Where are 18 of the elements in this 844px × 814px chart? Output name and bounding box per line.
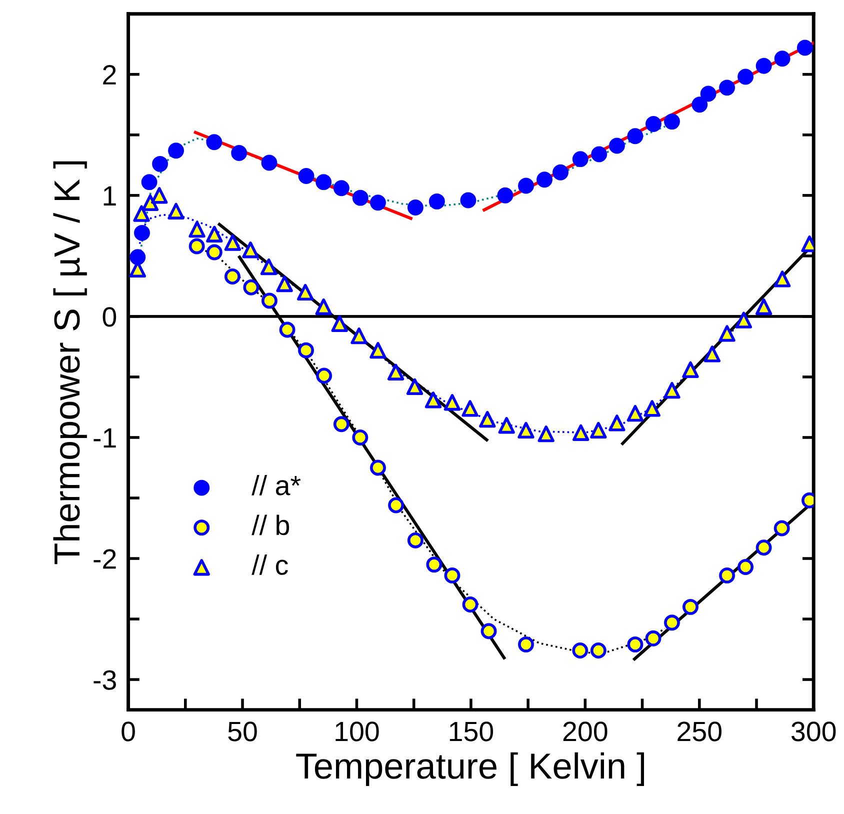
x-tick-label: 300 <box>792 722 836 742</box>
legend-label: // c <box>252 554 288 575</box>
legend-label: // b <box>252 514 290 536</box>
legend-label: // a* <box>252 474 301 496</box>
x-tick-label: 150 <box>450 722 494 742</box>
x-tick-label: 50 <box>228 722 257 742</box>
y-tick-label: 1 <box>104 186 116 206</box>
y-axis-title: Thermopower S [ µV / K ] <box>53 161 87 564</box>
x-tick-label: 250 <box>678 722 722 742</box>
x-tick-label: 100 <box>336 722 379 742</box>
y-tick-label: -1 <box>94 428 116 448</box>
x-axis-title: Temperature [ Kelvin ] <box>296 752 644 786</box>
y-tick-label: 2 <box>103 65 116 84</box>
x-tick-label: 0 <box>122 722 135 742</box>
y-tick-label: -3 <box>94 670 116 690</box>
y-tick-label: -2 <box>94 549 116 569</box>
x-tick-label: 200 <box>563 722 608 742</box>
y-tick-label: 0 <box>102 307 116 327</box>
